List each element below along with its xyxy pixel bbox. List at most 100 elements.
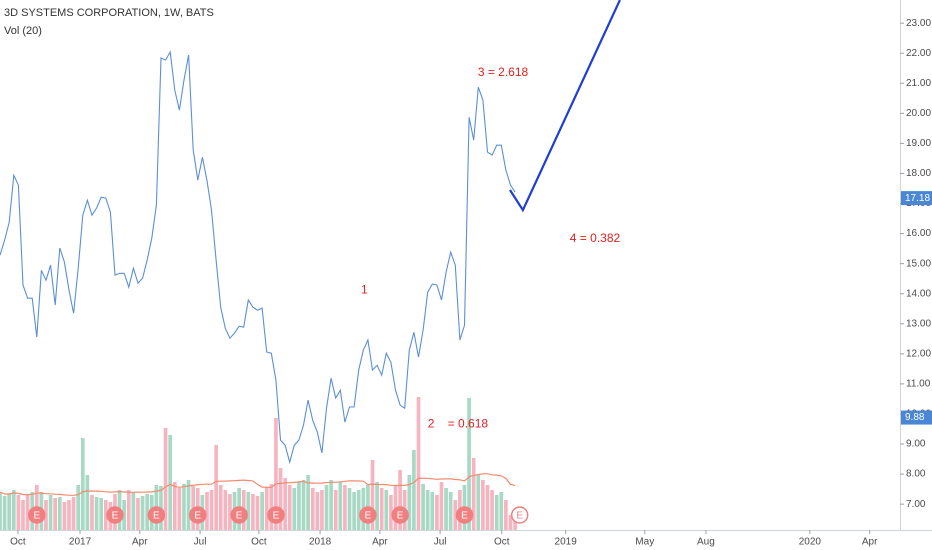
volume-bar (251, 494, 255, 530)
earnings-label: E (397, 511, 404, 522)
volume-bar (7, 494, 12, 530)
volume-bar (343, 485, 347, 530)
volume-bar (269, 484, 274, 530)
volume-bar (310, 488, 315, 530)
volume-bar (416, 397, 421, 530)
y-tick-label: 7.00 (906, 499, 926, 510)
earnings-marker (510, 506, 529, 524)
y-tick-label: 8.00 (906, 469, 926, 480)
volume-bar (329, 480, 333, 530)
volume-bar (48, 495, 53, 530)
volume-bar (246, 492, 251, 530)
y-tick-label: 14.00 (906, 288, 931, 299)
price-label-box (901, 410, 932, 425)
earnings-marker (267, 506, 285, 524)
wave-annotation: 3 = 2.618 (478, 65, 529, 79)
earnings-label: E (461, 511, 468, 522)
volume-bar (393, 485, 398, 530)
volume-bar (471, 458, 476, 530)
volume-bar (80, 438, 85, 530)
volume-bar (274, 418, 278, 530)
volume-bar (136, 498, 140, 530)
wave-annotation: 2 = 0.618 (428, 416, 489, 430)
earnings-label: E (153, 511, 160, 522)
volume-bar (103, 500, 108, 530)
y-tick-label: 23.00 (906, 18, 931, 29)
volume-bar (62, 502, 67, 530)
price-label-box (901, 191, 932, 206)
volume-bar (347, 488, 352, 530)
volume-bar (439, 482, 444, 530)
volume-bar (448, 492, 453, 530)
volume-bar (379, 488, 384, 530)
earnings-marker (28, 506, 46, 524)
x-tick-label: Apr (372, 537, 388, 548)
volume-bar (168, 435, 172, 530)
y-tick-label: 16.00 (906, 228, 931, 239)
y-tick-label: 13.00 (906, 318, 931, 329)
volume-bar (467, 398, 471, 530)
volume-bar (255, 496, 260, 530)
earnings-marker (106, 506, 124, 524)
chart-title: 3D SYSTEMS CORPORATION, 1W, BATS (4, 7, 214, 19)
earnings-label: E (273, 511, 280, 522)
price-line (0, 50, 516, 465)
earnings-marker (455, 506, 474, 524)
y-tick-label: 20.00 (906, 108, 931, 119)
earnings-label: E (33, 511, 40, 522)
earnings-marker (230, 506, 248, 524)
volume-bar (131, 492, 136, 530)
volume-bar (297, 482, 301, 530)
volume-bar (370, 460, 375, 530)
volume-bar (444, 488, 448, 530)
earnings-marker (359, 506, 377, 524)
earnings-label: E (194, 511, 201, 522)
earnings-marker (189, 506, 207, 524)
volume-bar (278, 468, 283, 530)
earnings-label: E (516, 511, 523, 522)
volume-bar (481, 480, 485, 530)
volume-bar (99, 498, 104, 530)
volume-bar (485, 485, 490, 530)
volume-bar (163, 428, 168, 530)
volume-bar (301, 480, 306, 530)
volume-bar (90, 495, 94, 530)
volume-bar (182, 484, 186, 530)
volume-bar (287, 485, 292, 530)
volume-bar (407, 475, 412, 530)
volume-bar (94, 497, 99, 530)
volume-bar (260, 492, 264, 530)
volume-bar (508, 515, 513, 530)
volume-bar (57, 497, 62, 530)
x-tick-label: 2017 (69, 537, 92, 548)
volume-bar (85, 475, 90, 530)
volume-bar (356, 490, 361, 530)
volume-bar (186, 480, 191, 530)
x-tick-label: Aug (697, 537, 715, 548)
volume-bar (504, 500, 508, 530)
y-tick-label: 21.00 (906, 78, 931, 89)
earnings-marker (391, 506, 409, 524)
volume-bar (67, 500, 71, 530)
volume-bar (283, 478, 287, 530)
volume-bar (476, 475, 481, 530)
x-tick-label: Oct (251, 537, 267, 548)
volume-bar (172, 482, 177, 530)
volume-bar (384, 490, 389, 530)
x-tick-label: 2018 (309, 537, 332, 548)
volume-bar (16, 495, 21, 530)
volume-bar (421, 484, 425, 530)
volume-bar (430, 492, 435, 530)
y-tick-label: 18.00 (906, 168, 931, 179)
volume-ma (0, 473, 516, 496)
x-tick-label: May (635, 537, 654, 548)
x-tick-label: 2019 (555, 537, 578, 548)
volume-bar (490, 490, 494, 530)
x-tick-label: Oct (494, 537, 510, 548)
x-tick-label: Apr (862, 537, 878, 548)
volume-bar (71, 497, 76, 530)
projection-line (509, 0, 621, 213)
volume-bar (126, 490, 131, 530)
y-tick-label: 11.00 (906, 379, 931, 390)
volume-bar (140, 496, 145, 530)
